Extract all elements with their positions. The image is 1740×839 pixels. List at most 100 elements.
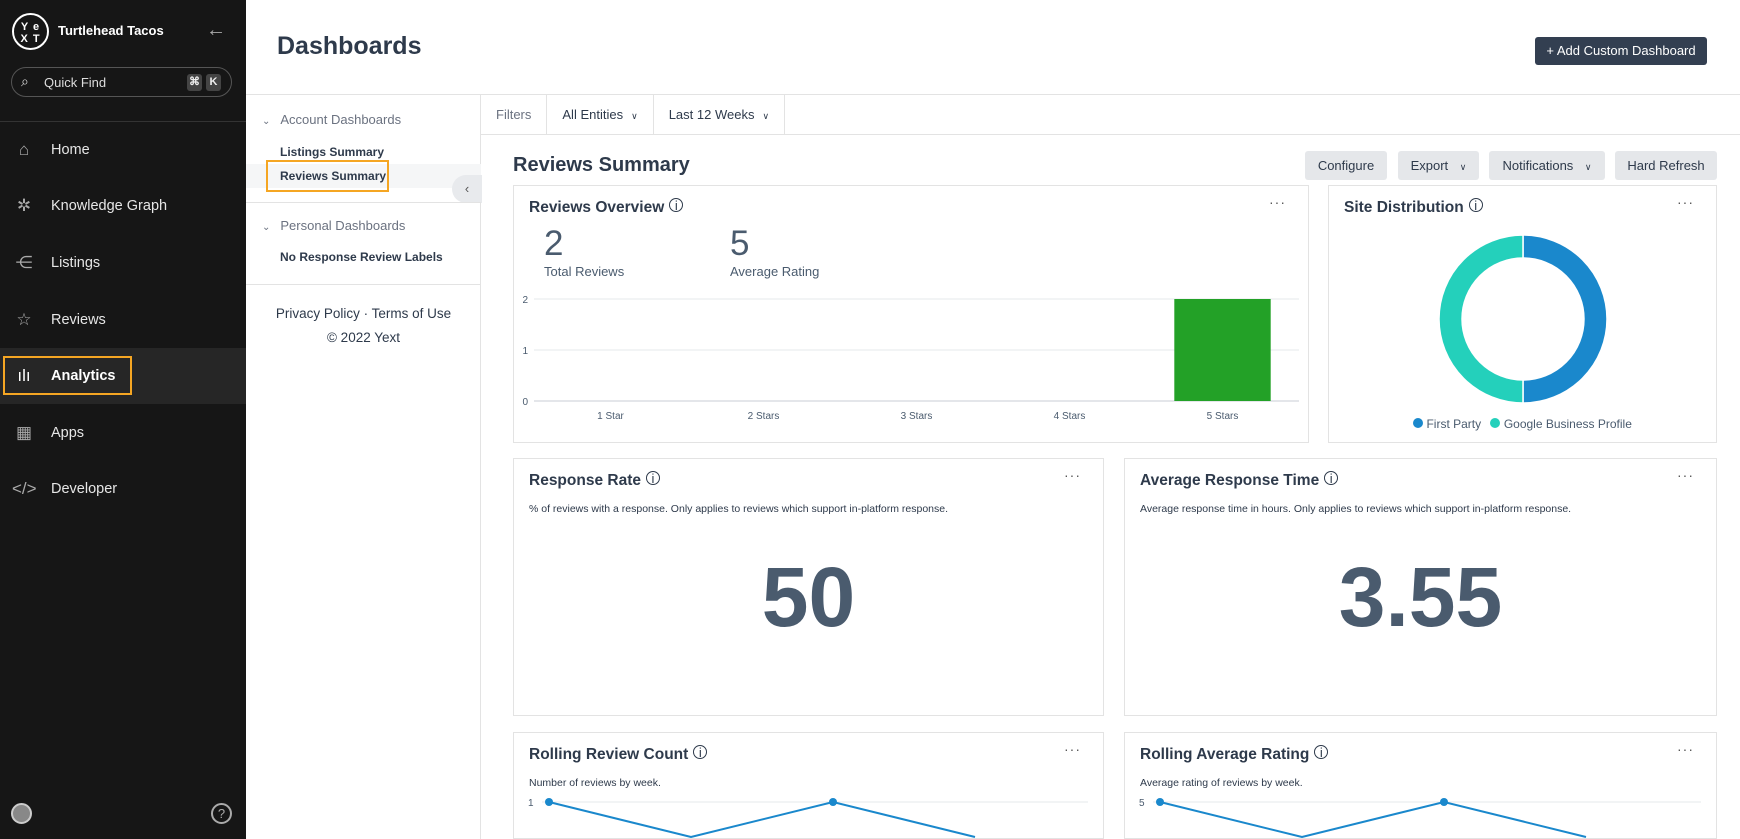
privacy-terms-links[interactable]: Privacy Policy · Terms of Use: [275, 306, 452, 321]
dashboard-list: ⌄ Account Dashboards Listings Summary Rev…: [246, 95, 482, 839]
reviews-icon: ☆: [16, 310, 32, 329]
info-icon[interactable]: i: [645, 471, 660, 485]
add-custom-dashboard-button[interactable]: + Add Custom Dashboard: [1535, 37, 1707, 65]
legend-swatch-gbp: [1490, 418, 1501, 428]
selected-row: [246, 164, 481, 188]
rolling-average-rating-card: Rolling Average Rating i ··· Average rati…: [1124, 732, 1717, 839]
apps-icon: ▦: [15, 423, 33, 442]
info-icon[interactable]: i: [669, 198, 684, 212]
average-rating-label: Average Rating: [730, 264, 820, 279]
total-reviews-label: Total Reviews: [544, 264, 625, 279]
nav-developer[interactable]: </> Developer: [0, 461, 246, 517]
notifications-button[interactable]: Notifications ∨: [1489, 151, 1605, 180]
date-range-filter[interactable]: Last 12 Weeks ∨: [654, 95, 786, 135]
reviews-overview-card: Reviews Overview i ··· 2 Total Reviews 5 …: [513, 185, 1309, 443]
y-tick-label: 2: [522, 295, 528, 306]
dashboard-listings-summary[interactable]: Listings Summary: [280, 145, 385, 159]
more-options-icon[interactable]: ···: [1269, 194, 1286, 210]
nav-label: Analytics: [51, 368, 116, 384]
analytics-icon: ılı: [17, 366, 31, 385]
entities-filter[interactable]: All Entities ∨: [547, 95, 654, 135]
card-title: Response Rate i: [529, 471, 660, 490]
title-text: Site Distribution: [1344, 199, 1464, 216]
rating-bar-chart: 0 1 2 1 Star 2 Stars 3 Stars 4 Stars 5 Stars: [522, 295, 1299, 422]
info-icon[interactable]: i: [1468, 198, 1483, 212]
response-rate-card: Response Rate i ··· % of reviews with a r…: [513, 458, 1104, 716]
nav-label: Home: [51, 142, 90, 158]
account-dashboards-group[interactable]: ⌄ Account Dashboards: [262, 112, 401, 127]
filter-value: Last 12 Weeks: [668, 107, 755, 122]
nav-home[interactable]: ⌂ Home: [0, 122, 246, 178]
x-tick-label: 4 Stars: [1054, 411, 1086, 422]
personal-dashboards-group[interactable]: ⌄ Personal Dashboards: [262, 218, 405, 233]
filter-bar: Filters All Entities ∨ Last 12 Weeks ∨: [481, 95, 1740, 135]
more-options-icon[interactable]: ···: [1064, 741, 1081, 757]
more-options-icon[interactable]: ···: [1677, 741, 1694, 757]
search-icon: ⌕: [21, 73, 29, 89]
reviews-summary-highlight: [266, 160, 389, 192]
donut-legend: First Party Google Business Profile: [1329, 417, 1716, 431]
card-description: Number of reviews by week.: [529, 777, 661, 789]
legend-label: First Party: [1426, 417, 1482, 431]
user-avatar-icon[interactable]: [11, 803, 32, 824]
home-icon: ⌂: [18, 140, 30, 159]
chevron-down-icon: ∨: [762, 111, 770, 121]
button-label: Export: [1410, 158, 1449, 173]
info-icon[interactable]: i: [1314, 745, 1329, 759]
collapse-sidebar-arrow-icon[interactable]: ←: [206, 19, 226, 41]
nav-listings[interactable]: ⋲ Listings: [0, 235, 246, 291]
data-point: [1440, 798, 1448, 806]
y-tick-label: 1: [522, 346, 528, 357]
collapse-panel-button[interactable]: ‹: [452, 175, 482, 203]
filter-value: All Entities: [562, 107, 624, 122]
chevron-down-icon: ⌄: [262, 222, 271, 233]
page-title: Dashboards: [277, 32, 422, 60]
group-label: Personal Dashboards: [280, 218, 406, 233]
average-rating-value: 5: [730, 224, 750, 263]
rolling-review-count-card: Rolling Review Count i ··· Number of revi…: [513, 732, 1104, 839]
title-text: Average Response Time: [1140, 472, 1320, 489]
quick-find-input[interactable]: ⌕ Quick Find ⌘ K: [11, 67, 232, 97]
chevron-down-icon: ∨: [1584, 162, 1592, 172]
listings-icon: ⋲: [15, 253, 33, 272]
dashboard-reviews-summary[interactable]: Reviews Summary: [280, 169, 387, 183]
nav-knowledge-graph[interactable]: ✲ Knowledge Graph: [0, 178, 246, 234]
site-donut-chart: [1438, 234, 1608, 404]
more-options-icon[interactable]: ···: [1064, 467, 1081, 483]
average-response-time-card: Average Response Time i ··· Average respo…: [1124, 458, 1717, 716]
series-line: [548, 800, 976, 838]
card-description: Average rating of reviews by week.: [1140, 777, 1303, 789]
copyright: © 2022 Yext: [326, 330, 400, 345]
cmd-key: ⌘: [187, 74, 202, 91]
help-icon[interactable]: ?: [211, 803, 232, 824]
page-header: Dashboards + Add Custom Dashboard: [246, 0, 1740, 95]
title-text: Response Rate: [529, 472, 641, 489]
card-description: % of reviews with a response. Only appli…: [529, 503, 949, 515]
divider: [246, 284, 481, 285]
info-icon[interactable]: i: [1324, 471, 1339, 485]
k-key: K: [206, 74, 221, 91]
configure-button[interactable]: Configure: [1305, 151, 1387, 180]
hard-refresh-button[interactable]: Hard Refresh: [1615, 151, 1717, 180]
chevron-down-icon: ⌄: [262, 116, 271, 127]
nav-apps[interactable]: ▦ Apps: [0, 405, 246, 461]
card-title: Reviews Overview i: [529, 198, 684, 217]
title-text: Reviews Overview: [529, 199, 665, 216]
nav-reviews[interactable]: ☆ Reviews: [0, 292, 246, 348]
more-options-icon[interactable]: ···: [1677, 194, 1694, 210]
x-tick-label: 2 Stars: [748, 411, 780, 422]
card-description: Average response time in hours. Only app…: [1140, 503, 1572, 515]
export-button[interactable]: Export ∨: [1398, 151, 1479, 180]
site-distribution-card: Site Distribution i ··· First Party Googl…: [1328, 185, 1717, 443]
knowledge-graph-icon: ✲: [16, 196, 32, 215]
legend-swatch-first-party: [1413, 418, 1424, 428]
response-rate-value: 50: [761, 550, 856, 644]
nav-label: Developer: [51, 481, 118, 497]
dashboard-no-response-review-labels[interactable]: No Response Review Labels: [280, 250, 443, 264]
analytics-highlight: [3, 356, 132, 395]
more-options-icon[interactable]: ···: [1677, 467, 1694, 483]
info-icon[interactable]: i: [693, 745, 708, 759]
donut-slice-google-business-profile: [1438, 234, 1524, 404]
